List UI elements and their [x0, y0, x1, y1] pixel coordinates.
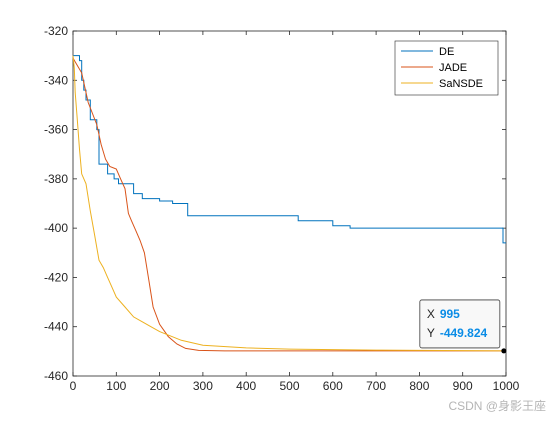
datatip-x-value: 995 [440, 307, 460, 321]
x-tick-label: 200 [150, 379, 170, 393]
datatip-y-value: -449.824 [440, 326, 488, 340]
datatip-marker [501, 348, 507, 354]
x-tick-label: 900 [453, 379, 473, 393]
x-tick-label: 800 [409, 379, 429, 393]
watermark: CSDN @身影王座 [448, 399, 546, 413]
x-tick-label: 1000 [493, 379, 520, 393]
legend: DE JADE SaNSDE [394, 40, 499, 96]
datatip: X 995 Y -449.824 [419, 299, 501, 349]
y-tick-label: -440 [44, 320, 68, 334]
x-tick-label: 300 [193, 379, 213, 393]
x-tick-label: 100 [106, 379, 126, 393]
x-tick-label: 600 [323, 379, 343, 393]
y-tick-label: -380 [44, 172, 68, 186]
legend-label: SaNSDE [439, 78, 483, 90]
x-tick-label: 0 [70, 379, 77, 393]
x-tick-label: 400 [236, 379, 256, 393]
x-tick-label: 500 [279, 379, 299, 393]
series-line-sansde [72, 55, 507, 352]
legend-label: DE [439, 46, 454, 58]
legend-label: JADE [439, 62, 467, 74]
datatip-x-label: X [427, 307, 435, 321]
y-tick-label: -320 [44, 24, 68, 38]
y-tick-label: -420 [44, 270, 68, 284]
y-tick-label: -400 [44, 221, 68, 235]
datatip-y-label: Y [427, 326, 435, 340]
y-tick-label: -360 [44, 123, 68, 137]
datatip-box [419, 299, 501, 349]
x-tick-label: 700 [366, 379, 386, 393]
legend-box [394, 40, 499, 96]
series-line-jade [72, 57, 506, 352]
y-tick-label: -460 [44, 369, 68, 383]
y-tick-label: -340 [44, 73, 68, 87]
